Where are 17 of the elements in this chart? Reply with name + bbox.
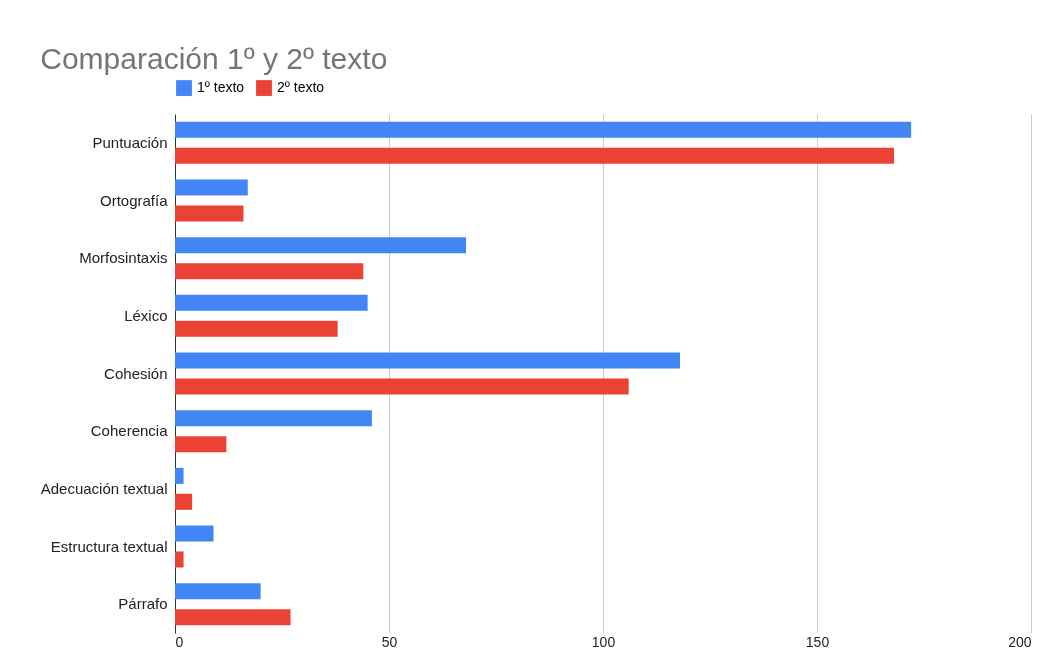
x-tick-label: 150 [805, 633, 830, 650]
y-tick-label: Ortografía [99, 191, 169, 209]
x-tick-label: 200 [1008, 633, 1032, 650]
y-tick-label: Párrafo [118, 595, 168, 613]
legend-label: 1º texto [197, 79, 245, 96]
y-tick-label: Léxico [124, 306, 168, 324]
y-tick-label: Adecuación textual [40, 479, 168, 497]
y-tick-label: Estructura textual [50, 537, 168, 555]
x-tick-label: 50 [381, 633, 398, 650]
x-tick-label: 100 [591, 633, 616, 650]
x-tick-label: 0 [175, 633, 184, 650]
y-tick-label: Morfosintaxis [79, 249, 168, 267]
y-tick-label: Coherencia [90, 422, 169, 440]
chart-title: Comparación 1º y 2º texto [40, 42, 388, 75]
y-tick-label: Cohesión [104, 364, 168, 382]
y-tick-label: Puntuación [92, 133, 168, 151]
legend-label: 2º texto [277, 79, 325, 96]
